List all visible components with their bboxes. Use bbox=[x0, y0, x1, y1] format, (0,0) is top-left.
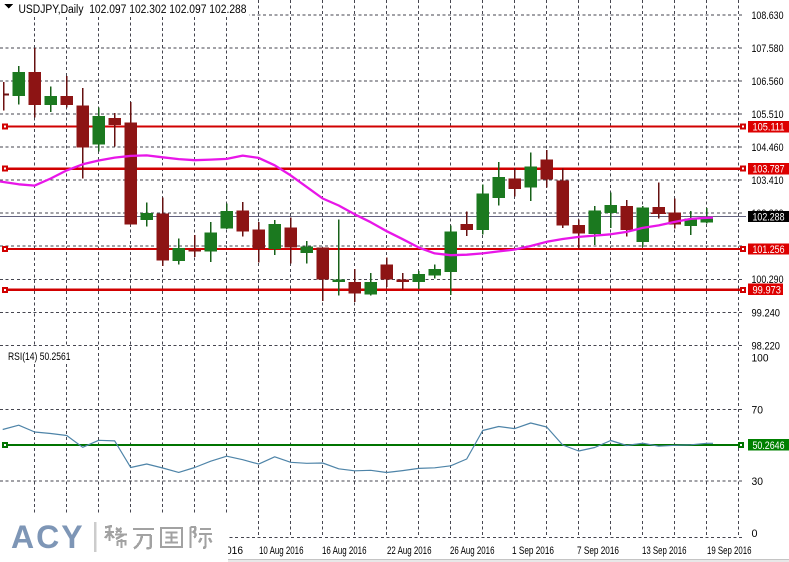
svg-text:10 Aug 2016: 10 Aug 2016 bbox=[259, 545, 304, 557]
svg-text:98.220: 98.220 bbox=[752, 340, 781, 352]
svg-text:26 Aug 2016: 26 Aug 2016 bbox=[450, 545, 495, 557]
svg-text:103.787: 103.787 bbox=[753, 164, 785, 176]
svg-text:105.111: 105.111 bbox=[753, 122, 785, 134]
svg-text:0: 0 bbox=[752, 528, 758, 540]
svg-text:104.460: 104.460 bbox=[752, 142, 784, 154]
svg-text:103.410: 103.410 bbox=[752, 175, 784, 187]
svg-text:105.510: 105.510 bbox=[752, 109, 784, 121]
svg-text:100.290: 100.290 bbox=[752, 274, 784, 286]
svg-text:108.630: 108.630 bbox=[752, 10, 784, 22]
svg-text:7 Sep 2016: 7 Sep 2016 bbox=[577, 545, 619, 557]
svg-text:107.580: 107.580 bbox=[752, 43, 784, 55]
svg-text:101.256: 101.256 bbox=[753, 244, 785, 256]
svg-text:50.2646: 50.2646 bbox=[753, 440, 785, 452]
svg-text:13 Sep 2016: 13 Sep 2016 bbox=[642, 545, 687, 557]
svg-text:99.973: 99.973 bbox=[753, 284, 782, 296]
svg-text:22 Aug 2016: 22 Aug 2016 bbox=[387, 545, 432, 557]
svg-text:016: 016 bbox=[226, 545, 243, 557]
svg-text:19 Sep 2016: 19 Sep 2016 bbox=[707, 545, 752, 557]
svg-text:100: 100 bbox=[752, 352, 769, 364]
svg-text:16 Aug 2016: 16 Aug 2016 bbox=[322, 545, 367, 557]
svg-text:70: 70 bbox=[752, 404, 764, 416]
svg-text:106.560: 106.560 bbox=[752, 76, 784, 88]
svg-text:ACY: ACY bbox=[11, 519, 85, 555]
svg-text:RSI(14) 50.2561: RSI(14) 50.2561 bbox=[8, 351, 71, 363]
svg-text:USDJPY,Daily 102.097 102.302: USDJPY,Daily 102.097 102.302 102.097 102… bbox=[19, 4, 247, 16]
svg-text:99.240: 99.240 bbox=[752, 307, 781, 319]
svg-text:1 Sep 2016: 1 Sep 2016 bbox=[512, 545, 554, 557]
svg-text:102.288: 102.288 bbox=[753, 212, 785, 224]
svg-text:30: 30 bbox=[752, 476, 764, 488]
